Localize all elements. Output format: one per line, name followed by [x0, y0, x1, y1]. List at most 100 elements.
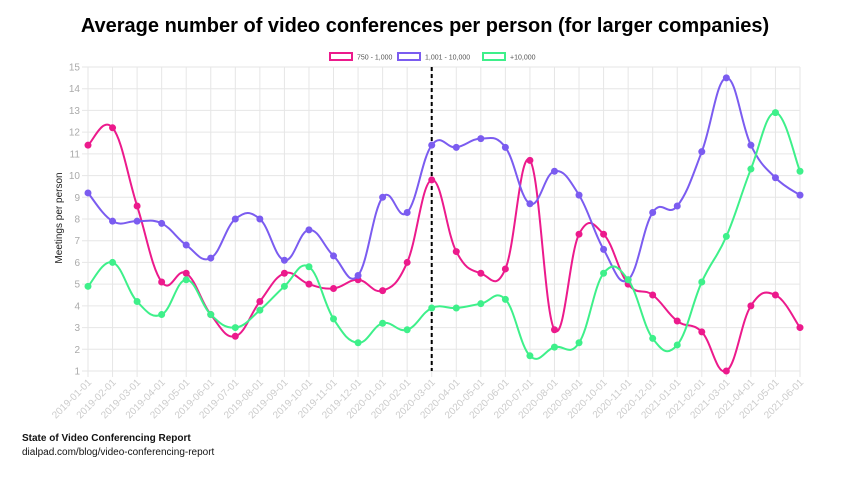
y-tick-label: 4: [74, 301, 80, 312]
data-point: [526, 156, 534, 164]
data-point: [256, 306, 264, 314]
data-point: [428, 304, 436, 312]
data-point: [477, 269, 485, 277]
data-point: [428, 176, 436, 184]
data-point: [305, 263, 313, 271]
legend-label: 750 - 1,000: [357, 55, 393, 62]
data-point: [771, 109, 779, 117]
data-point: [722, 74, 730, 82]
data-point: [673, 317, 681, 325]
data-point: [600, 230, 608, 238]
y-tick-label: 6: [74, 258, 80, 269]
data-point: [256, 215, 264, 223]
y-tick-label: 7: [74, 236, 80, 247]
data-point: [428, 141, 436, 149]
data-point: [403, 208, 411, 216]
series-line: [87, 123, 801, 373]
data-point: [280, 269, 288, 277]
data-point: [771, 291, 779, 299]
data-point: [109, 258, 117, 266]
chart: Average number of video conferences per …: [50, 15, 806, 421]
data-point: [771, 174, 779, 182]
y-tick-label: 2: [74, 345, 80, 356]
data-point: [133, 298, 141, 306]
data-point: [796, 324, 804, 332]
data-point: [747, 165, 755, 173]
footer-title: State of Video Conferencing Report: [22, 433, 191, 444]
data-point: [158, 219, 166, 227]
legend-label: +10,000: [510, 55, 536, 62]
data-point: [477, 135, 485, 143]
legend-label: 1,001 - 10,000: [425, 55, 470, 62]
data-point: [207, 311, 215, 319]
y-tick-label: 1: [74, 367, 80, 378]
data-point: [722, 232, 730, 240]
data-point: [256, 298, 264, 306]
data-point: [84, 189, 92, 197]
data-point: [550, 326, 558, 334]
legend-swatch: [397, 52, 421, 61]
data-point: [182, 241, 190, 249]
data-point: [649, 334, 657, 342]
data-point: [673, 202, 681, 210]
data-point: [158, 311, 166, 319]
data-point: [673, 341, 681, 349]
footer: State of Video Conferencing Report dialp…: [22, 432, 214, 460]
y-tick-label: 3: [74, 323, 80, 334]
data-point: [747, 141, 755, 149]
data-point: [354, 271, 362, 279]
data-point: [231, 324, 239, 332]
data-point: [330, 284, 338, 292]
data-point: [624, 276, 632, 284]
data-point: [280, 282, 288, 290]
data-point: [207, 254, 215, 262]
data-point: [600, 269, 608, 277]
data-point: [182, 269, 190, 277]
data-point: [649, 208, 657, 216]
data-point: [501, 265, 509, 273]
data-point: [649, 291, 657, 299]
data-point: [452, 248, 460, 256]
data-point: [796, 191, 804, 199]
data-point: [379, 193, 387, 201]
data-point: [550, 343, 558, 351]
data-point: [501, 295, 509, 303]
data-point: [231, 215, 239, 223]
data-point: [133, 217, 141, 225]
data-point: [501, 143, 509, 151]
data-point: [280, 256, 288, 264]
data-point: [575, 339, 583, 347]
legend-swatch: [482, 52, 506, 61]
series-line: [87, 76, 801, 283]
y-tick-label: 12: [69, 128, 81, 139]
data-point: [526, 352, 534, 360]
data-point: [550, 167, 558, 175]
data-point: [182, 276, 190, 284]
data-point: [305, 226, 313, 234]
data-point: [698, 278, 706, 286]
data-point: [526, 200, 534, 208]
y-tick-label: 14: [69, 84, 81, 95]
data-point: [231, 332, 239, 340]
y-tick-label: 9: [74, 193, 80, 204]
series-line: [87, 111, 801, 360]
data-point: [109, 217, 117, 225]
chart-title: Average number of video conferences per …: [81, 15, 769, 37]
y-tick-label: 15: [69, 63, 81, 74]
data-point: [575, 230, 583, 238]
data-point: [158, 278, 166, 286]
data-point: [305, 280, 313, 288]
data-point: [698, 328, 706, 336]
data-point: [403, 326, 411, 334]
y-tick-label: 8: [74, 215, 80, 226]
data-point: [330, 252, 338, 260]
data-point: [330, 315, 338, 323]
y-tick-label: 13: [69, 106, 81, 117]
data-point: [452, 304, 460, 312]
data-point: [379, 319, 387, 327]
data-point: [698, 148, 706, 156]
data-point: [403, 258, 411, 266]
data-point: [84, 141, 92, 149]
data-point: [600, 245, 608, 253]
